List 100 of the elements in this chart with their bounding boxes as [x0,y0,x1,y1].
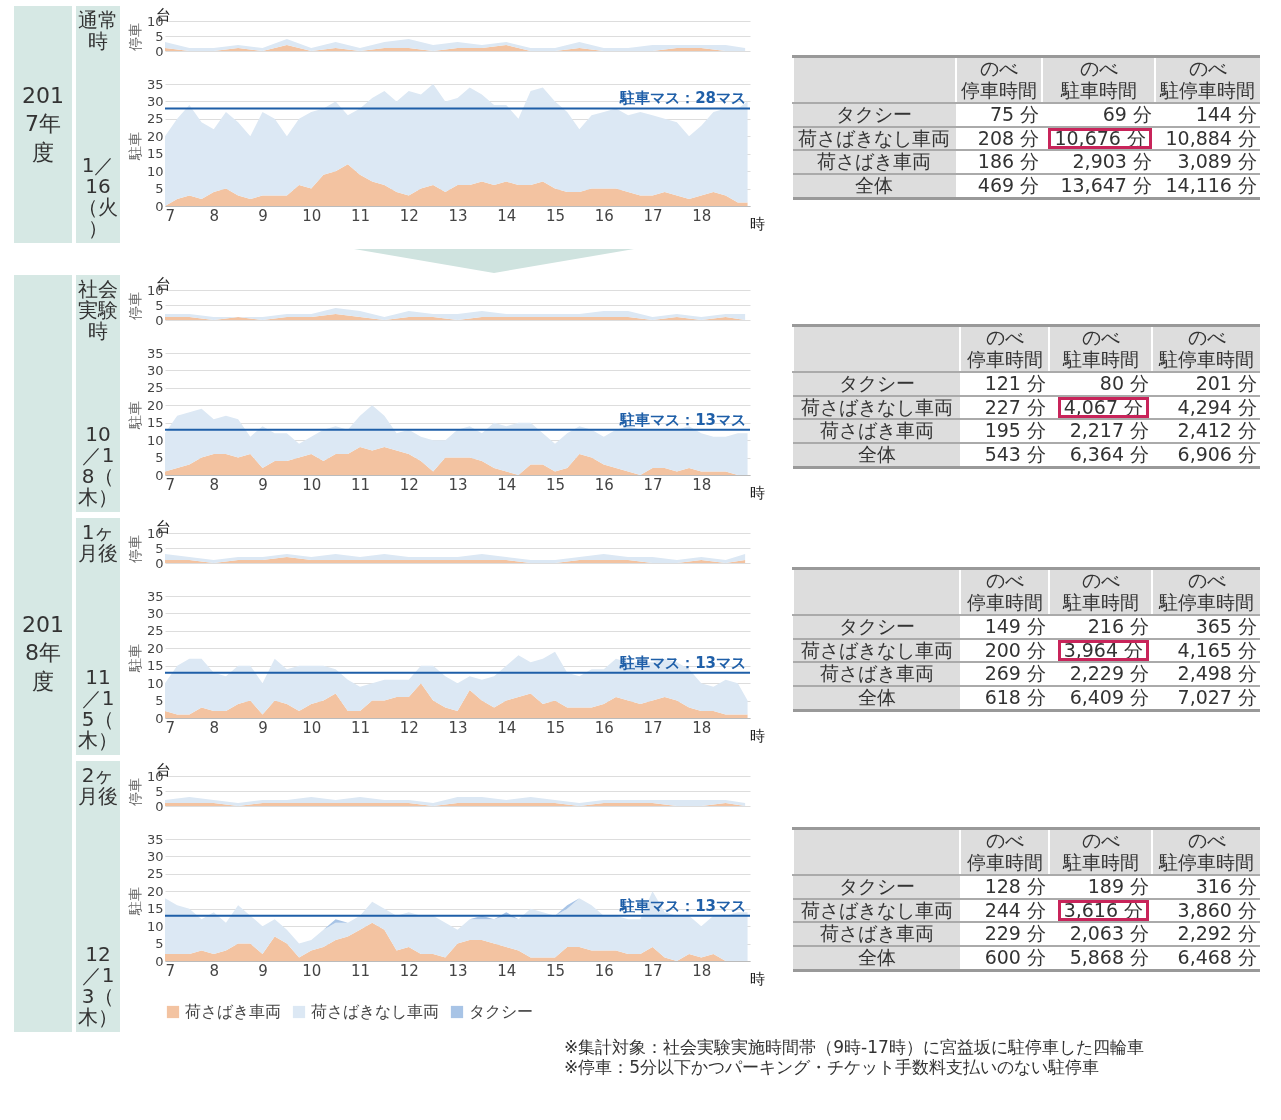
x-tick-label: 10 [302,475,322,494]
x-axis-title: 時 [749,214,765,233]
text: 4,294 分 [1177,395,1257,418]
x-tick-label: 14 [497,475,517,494]
y-axis-title: 停車 [126,534,143,563]
y-tick-label: 0 [155,467,164,483]
y-axis-title: 駐車 [126,643,143,673]
text: 80 分 [1099,371,1150,394]
y-tick-label: 5 [155,540,164,556]
x-tick-label: 12 [399,475,419,494]
x-tick-label: 17 [643,961,663,980]
y-tick-label: 0 [155,555,164,571]
x-tick-label: 16 [594,961,614,980]
y-tick-label: 0 [155,953,164,969]
x-tick-label: 12 [399,961,419,980]
y-axis-title: 駐車 [126,400,143,430]
x-tick-label: 11 [350,718,371,737]
x-tick-label: 17 [643,475,663,494]
category-label: のべ駐停車時間 [1152,568,1260,615]
category-label: タクシー [838,371,915,394]
category-label: のべ駐停車時間 [1154,56,1260,103]
category-label: 荷さばき車両 [819,419,934,442]
y-tick-label: 5 [155,783,164,799]
text: 6,468 分 [1177,946,1257,969]
x-tick-label: 13 [448,718,468,737]
ref-line-label: 駐車マス：13マス [619,653,746,672]
text: ※集計対象：社会実験実施時間帯（9時-17時）に宮益坂に駐停車した四輪車 [564,1037,1145,1058]
x-tick-label: 11 [350,206,371,225]
y-tick-label: 20 [146,397,164,413]
y-tick-label: 10 [146,163,164,179]
x-tick-label: 10 [302,718,322,737]
x-tick-label: 14 [497,718,517,737]
x-tick-label: 8 [209,961,220,980]
text: 2,229 分 [1069,662,1150,685]
x-tick-label: 16 [594,475,614,494]
text: 14,116 分 [1165,174,1257,197]
text: 2,063 分 [1069,922,1150,945]
y-tick-label: 30 [146,848,164,864]
x-tick-label: 17 [643,718,663,737]
text: 7,027 分 [1177,686,1257,709]
text: 2ヶ月後 [78,763,118,808]
x-tick-label: 12 [399,718,419,737]
y-tick-label: 20 [146,883,164,899]
text: 2,292 分 [1177,922,1257,945]
x-tick-label: 14 [497,961,517,980]
y-tick-label: 5 [155,181,164,197]
text: 229 分 [984,922,1046,945]
text: 216 分 [1087,614,1150,637]
category-label: 全体 [857,686,896,709]
x-tick-label: 16 [594,206,614,225]
text: 11／15（木） [78,665,118,752]
x-tick-label: 8 [209,206,220,225]
y-tick-label: 0 [155,312,164,328]
text: 6,364 分 [1069,443,1150,466]
x-tick-label: 9 [258,206,268,225]
text: 121 分 [984,371,1046,394]
y-tick-label: 30 [146,362,164,378]
x-tick-label: 9 [258,475,268,494]
text: 600 分 [984,946,1046,969]
legend-label: 荷さばき車両 [185,1002,281,1021]
category-label: のべ駐車時間 [1049,828,1153,875]
legend-label: タクシー [469,1002,533,1021]
category-label: のべ駐停車時間 [1152,828,1260,875]
x-tick-label: 16 [594,718,614,737]
text: 69 分 [1102,102,1152,125]
text: 2,412 分 [1177,419,1257,442]
x-tick-label: 18 [692,718,712,737]
y-tick-label: 15 [146,146,164,162]
x-axis-title: 時 [749,969,765,988]
y-tick-label: 15 [146,415,164,431]
x-tick-label: 14 [497,206,517,225]
text: 200 分 [984,638,1046,661]
text: 13,647 分 [1060,174,1152,197]
x-tick-label: 9 [258,718,268,737]
text: 469 分 [977,174,1040,197]
legend-label: 荷さばきなし車両 [311,1002,439,1021]
x-tick-label: 8 [209,475,220,494]
ref-line-label: 駐車マス：13マス [619,410,746,429]
y-tick-label: 10 [146,918,164,934]
y-tick-label: 10 [146,432,164,448]
y-axis-title: 停車 [126,291,143,320]
x-tick-label: 11 [350,961,371,980]
x-tick-label: 13 [448,961,468,980]
category-label: 荷さばき車両 [819,662,934,685]
y-tick-label: 20 [146,640,164,656]
text: 2017年度 [21,81,65,167]
text: 128 分 [984,874,1046,897]
text: 195 分 [984,419,1046,442]
y-tick-label: 25 [146,623,164,639]
y-tick-label: 5 [155,450,164,466]
text: 189 分 [1087,874,1150,897]
category-label: のべ駐車時間 [1049,568,1153,615]
text: 5,868 分 [1069,946,1150,969]
y-tick-label: 10 [146,675,164,691]
y-tick-label: 30 [146,93,164,109]
category-label: タクシー [838,874,915,897]
x-tick-label: 12 [399,206,419,225]
y-tick-label: 5 [155,936,164,952]
text: 2,217 分 [1069,419,1150,442]
y-axis-title: 停車 [126,777,143,806]
